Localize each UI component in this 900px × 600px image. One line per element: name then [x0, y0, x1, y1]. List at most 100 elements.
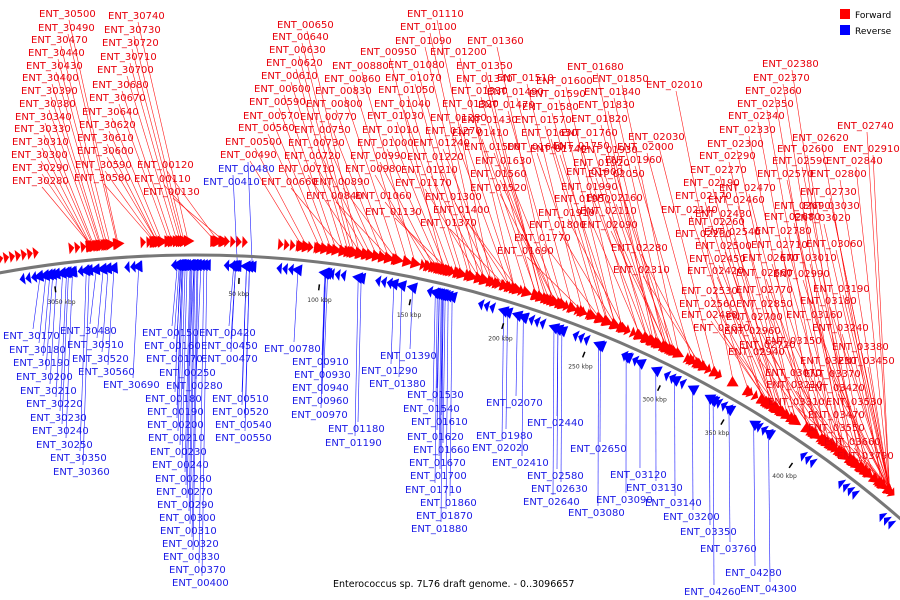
forward-gene-arrow[interactable]	[212, 235, 218, 248]
forward-gene-arrow[interactable]	[104, 238, 111, 251]
forward-gene-arrow[interactable]	[872, 475, 881, 486]
forward-gene-arrow[interactable]	[785, 411, 798, 423]
gene-label[interactable]: ENT_01200	[430, 47, 487, 58]
gene-label[interactable]: ENT_01700	[410, 471, 467, 482]
gene-label[interactable]: ENT_01670	[409, 458, 466, 469]
gene-label[interactable]: ENT_00560	[238, 123, 295, 134]
forward-gene-arrow[interactable]	[586, 308, 599, 321]
forward-gene-arrow[interactable]	[628, 326, 637, 338]
gene-label[interactable]: ENT_03190	[813, 284, 870, 295]
gene-label[interactable]: ENT_30350	[50, 453, 107, 464]
gene-label[interactable]: ENT_02680	[764, 212, 821, 223]
forward-gene-arrow[interactable]	[573, 304, 581, 316]
gene-label[interactable]: ENT_00990	[350, 151, 407, 162]
gene-label[interactable]: ENT_00610	[261, 71, 318, 82]
gene-label[interactable]: ENT_01500	[464, 142, 521, 153]
gene-label[interactable]: ENT_00150	[142, 328, 199, 339]
gene-label[interactable]: ENT_30310	[12, 137, 69, 148]
reverse-gene-arrow[interactable]	[243, 260, 254, 273]
gene-label[interactable]: ENT_03160	[786, 310, 843, 321]
gene-label[interactable]: ENT_01470	[478, 100, 535, 111]
gene-label[interactable]: ENT_30520	[72, 354, 129, 365]
gene-label[interactable]: ENT_02710	[751, 240, 808, 251]
gene-label[interactable]: ENT_01760	[561, 128, 618, 139]
reverse-gene-arrow[interactable]	[438, 288, 445, 301]
gene-label[interactable]: ENT_30440	[28, 48, 85, 59]
forward-gene-arrow[interactable]	[644, 333, 653, 345]
reverse-gene-arrow[interactable]	[572, 330, 580, 342]
gene-label[interactable]: ENT_03120	[610, 470, 667, 481]
reverse-gene-arrow[interactable]	[669, 373, 677, 385]
gene-label[interactable]: ENT_02990	[773, 269, 830, 280]
gene-label[interactable]: ENT_00400	[172, 578, 229, 589]
gene-label[interactable]: ENT_03030	[803, 201, 860, 212]
gene-label[interactable]: ENT_01870	[416, 511, 473, 522]
gene-label[interactable]: ENT_30230	[30, 413, 87, 424]
gene-label[interactable]: ENT_01040	[374, 99, 431, 110]
gene-label[interactable]: ENT_03530	[826, 397, 883, 408]
gene-label[interactable]: ENT_01130	[365, 207, 422, 218]
forward-gene-arrow[interactable]	[230, 235, 236, 248]
forward-gene-arrow[interactable]	[224, 235, 230, 248]
gene-label[interactable]: ENT_03070	[765, 368, 822, 379]
gene-label[interactable]: ENT_01590	[529, 89, 586, 100]
forward-gene-arrow[interactable]	[815, 432, 824, 443]
gene-label[interactable]: ENT_00210	[148, 433, 205, 444]
gene-label[interactable]: ENT_30400	[22, 73, 79, 84]
reverse-gene-arrow[interactable]	[528, 314, 536, 326]
gene-label[interactable]: ENT_02340	[728, 111, 785, 122]
gene-label[interactable]: ENT_01620	[407, 432, 464, 443]
gene-label[interactable]: ENT_02940	[728, 347, 785, 358]
forward-gene-arrow[interactable]	[500, 279, 507, 291]
gene-label[interactable]: ENT_01060	[355, 191, 412, 202]
gene-label[interactable]: ENT_01900	[566, 167, 623, 178]
forward-gene-arrow[interactable]	[765, 399, 774, 410]
forward-gene-arrow[interactable]	[805, 425, 814, 436]
forward-gene-arrow[interactable]	[218, 235, 224, 248]
gene-label[interactable]: ENT_02740	[837, 121, 894, 132]
gene-label[interactable]: ENT_30290	[12, 163, 69, 174]
forward-gene-arrow[interactable]	[745, 386, 754, 398]
forward-gene-arrow[interactable]	[600, 314, 613, 326]
gene-label[interactable]: ENT_00960	[292, 396, 349, 407]
gene-label[interactable]: ENT_01030	[367, 111, 424, 122]
gene-label[interactable]: ENT_01580	[522, 102, 579, 113]
gene-label[interactable]: ENT_04260	[684, 587, 741, 598]
gene-label[interactable]: ENT_01270	[425, 126, 482, 137]
gene-label[interactable]: ENT_00190	[147, 407, 204, 418]
reverse-gene-arrow[interactable]	[323, 267, 330, 280]
gene-label[interactable]: ENT_02110	[580, 206, 637, 217]
gene-label[interactable]: ENT_02270	[690, 165, 747, 176]
gene-label[interactable]: ENT_01570	[515, 115, 572, 126]
gene-label[interactable]: ENT_30480	[60, 326, 117, 337]
reverse-gene-arrow[interactable]	[626, 353, 635, 365]
gene-label[interactable]: ENT_30710	[100, 52, 157, 63]
gene-label[interactable]: ENT_01430	[461, 115, 518, 126]
reverse-gene-arrow[interactable]	[25, 271, 32, 284]
gene-label[interactable]: ENT_02580	[527, 471, 584, 482]
gene-label[interactable]: ENT_02190	[683, 178, 740, 189]
gene-label[interactable]: ENT_01180	[328, 424, 385, 435]
gene-label[interactable]: ENT_01980	[476, 431, 533, 442]
gene-label[interactable]: ENT_00710	[278, 164, 335, 175]
gene-label[interactable]: ENT_01240	[413, 138, 470, 149]
forward-gene-arrow[interactable]	[301, 240, 308, 253]
gene-label[interactable]: ENT_30200	[16, 372, 73, 383]
reverse-gene-arrow[interactable]	[497, 306, 510, 318]
reverse-gene-arrow[interactable]	[395, 280, 408, 292]
gene-label[interactable]: ENT_00300	[159, 513, 216, 524]
gene-label[interactable]: ENT_01680	[567, 62, 624, 73]
gene-label[interactable]: ENT_00490	[220, 150, 277, 161]
reverse-gene-arrow[interactable]	[191, 259, 202, 272]
gene-label[interactable]: ENT_03450	[838, 356, 895, 367]
gene-label[interactable]: ENT_03150	[765, 336, 822, 347]
gene-label[interactable]: ENT_00290	[157, 500, 214, 511]
forward-gene-arrow[interactable]	[98, 239, 105, 252]
gene-label[interactable]: ENT_00170	[146, 354, 203, 365]
forward-gene-arrow[interactable]	[0, 253, 4, 265]
reverse-gene-arrow[interactable]	[200, 259, 211, 272]
gene-label[interactable]: ENT_30210	[20, 386, 77, 397]
forward-gene-arrow[interactable]	[348, 246, 356, 258]
reverse-gene-arrow[interactable]	[756, 422, 764, 433]
reverse-gene-arrow[interactable]	[511, 310, 524, 323]
